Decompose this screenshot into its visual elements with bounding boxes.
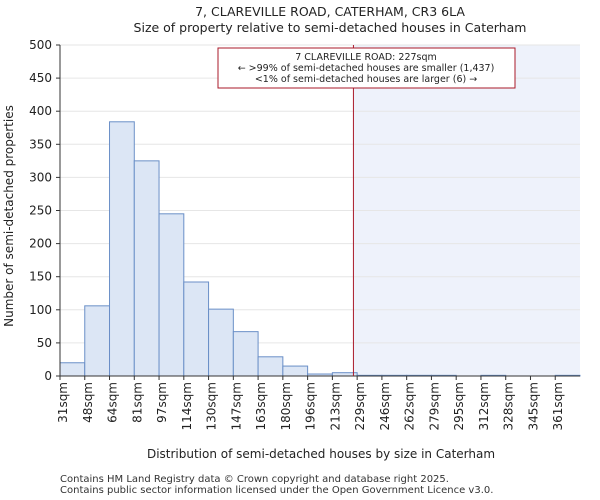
x-tick-label: 31sqm	[56, 382, 70, 423]
x-axis-label: Distribution of semi-detached houses by …	[147, 447, 495, 461]
histogram-bar	[109, 121, 135, 377]
x-tick-label: 345sqm	[526, 382, 540, 430]
y-tick-label: 400	[29, 104, 52, 118]
x-tick-label: 130sqm	[205, 382, 219, 430]
x-tick-label: 147sqm	[229, 382, 243, 430]
chart-subtitle: Size of property relative to semi-detach…	[134, 20, 527, 35]
y-tick-label: 0	[44, 369, 52, 383]
x-tick-label: 295sqm	[452, 382, 466, 430]
y-tick-label: 200	[29, 237, 52, 251]
y-tick-label: 350	[29, 137, 52, 151]
histogram-bar	[59, 362, 86, 377]
x-tick-label: 213sqm	[328, 382, 342, 430]
x-tick-label: 246sqm	[378, 382, 392, 430]
footer-licence: Contains public sector information licen…	[60, 485, 494, 496]
footer-copyright: Contains HM Land Registry data © Crown c…	[60, 474, 449, 485]
annotation-smaller: ← >99% of semi-detached houses are small…	[238, 63, 495, 74]
x-tick-label: 180sqm	[279, 382, 293, 430]
x-tick-label: 262sqm	[403, 382, 417, 430]
histogram-bar	[84, 305, 111, 377]
x-tick-label: 279sqm	[427, 382, 441, 430]
x-tick-label: 361sqm	[551, 382, 565, 430]
x-tick-label: 312sqm	[477, 382, 491, 430]
x-tick-label: 97sqm	[155, 382, 169, 423]
x-tick-label: 48sqm	[81, 382, 95, 423]
y-tick-label: 50	[37, 336, 52, 350]
histogram-bar	[208, 308, 234, 377]
x-tick-label: 81sqm	[130, 382, 144, 423]
x-tick-label: 114sqm	[180, 382, 194, 430]
x-tick-label: 328sqm	[502, 382, 516, 430]
annotation-box	[217, 47, 516, 89]
annotation-larger: <1% of semi-detached houses are larger (…	[255, 74, 477, 85]
marker-annotation: 7 CLAREVILLE ROAD: 227sqm ← >99% of semi…	[217, 47, 516, 89]
chart-title: 7, CLAREVILLE ROAD, CATERHAM, CR3 6LA	[195, 4, 465, 19]
annotation-title: 7 CLAREVILLE ROAD: 227sqm	[295, 52, 437, 63]
histogram-bar	[257, 356, 284, 377]
histogram-bar	[158, 213, 185, 377]
histogram-bar	[282, 365, 309, 377]
histogram-bar	[133, 160, 160, 377]
axis-lines	[59, 45, 580, 377]
x-tick-label: 229sqm	[353, 382, 367, 430]
histogram-bar	[232, 331, 259, 377]
y-axis-label: Number of semi-detached properties	[2, 105, 16, 327]
x-tick-label: 64sqm	[106, 382, 120, 423]
y-tick-label: 500	[29, 38, 52, 52]
x-tick-label: 163sqm	[254, 382, 268, 430]
y-tick-label: 150	[29, 270, 52, 284]
x-tick-label: 196sqm	[304, 382, 318, 430]
histogram-bar	[183, 281, 210, 377]
y-tick-label: 450	[29, 71, 52, 85]
y-tick-label: 300	[29, 170, 52, 184]
y-tick-label: 250	[29, 204, 52, 218]
y-tick-label: 100	[29, 303, 52, 317]
